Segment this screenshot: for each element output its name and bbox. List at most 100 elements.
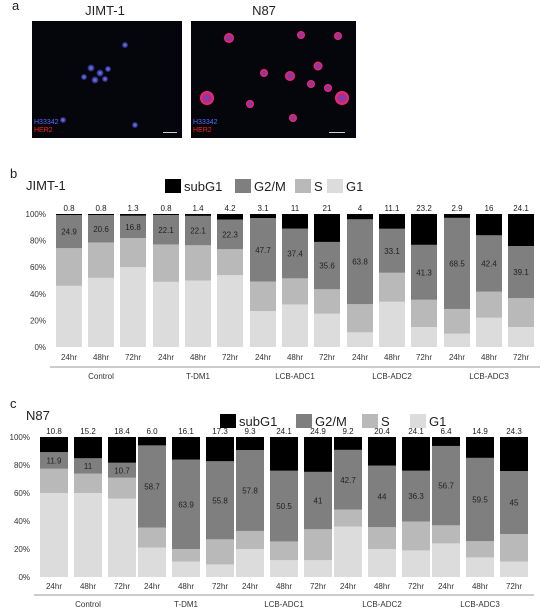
x-tick-label: 24hr [449,353,465,362]
bar-segment-s [402,521,430,551]
bar-label-g2m: 44 [378,492,387,501]
bar-segment-subg1 [120,214,146,216]
bar-segment-g2m [270,470,298,542]
bar-label-g2m: 55.8 [212,496,228,505]
bar-segment-s [270,541,298,561]
bar-label-g2m: 20.6 [93,225,109,234]
chart-n87: N87 subG1 G2/M S G1 0% 20% 40% 60% 80% 100% 11.9 10.… [10,408,534,609]
bar-label-subg1: 24.3 [506,427,522,436]
bar-segment-g1 [250,311,276,347]
bar-segment-subg1 [108,437,136,463]
x-tick-label: 72hr [513,353,529,362]
bar-segment-s [432,525,460,544]
bar-segment-g2m [120,215,146,239]
bar-segment-s [88,242,114,278]
bar-segment-subg1 [138,437,166,446]
bar-label-g2m: 11 [84,462,93,471]
bar-label-subg1: 9.2 [342,427,354,436]
bar-segment-s [74,473,102,493]
bar-segment-g1 [379,301,405,347]
y-tick-label: 100% [10,433,30,442]
micro-title-n87: N87 [252,3,276,18]
bar-segment-s [250,281,276,312]
bar-segment-g1 [185,280,211,347]
bar-segment-g1 [444,333,470,347]
y-tick-label: 100% [26,210,46,219]
x-tick-label: 48hr [287,353,303,362]
bar-segment-g2m [466,457,494,542]
bar-label-g2m: 11.9 [47,456,63,465]
x-tick-label: 24hr [46,582,62,591]
bar-segment-subg1 [379,214,405,229]
group-label: LCB-ADC3 [460,600,500,609]
bar-segment-g1 [217,275,243,347]
bar-label-subg1: 24.1 [408,427,424,436]
x-tick-label: 72hr [125,353,141,362]
bar-segment-g1 [270,560,298,577]
micrograph-n87: H33342 HER2 [191,21,356,138]
legend-swatch-s [295,179,311,193]
bar-label-subg1: 0.8 [63,204,75,213]
x-tick-label: 24hr [144,582,160,591]
bar-segment-s [185,245,211,281]
bar-label-subg1: 15.2 [80,427,96,436]
bar-segment-s [314,289,340,314]
x-tick-label: 48hr [80,582,96,591]
bar-segment-subg1 [368,437,396,466]
bar-label-g2m: 56.7 [438,482,454,491]
x-tick-label: 48hr [93,353,109,362]
bar-segment-g2m [206,461,234,540]
legend-swatch-g2m [296,414,312,428]
y-tick-label: 80% [30,237,46,246]
legend-label-s: S [381,414,390,429]
bar-label-g2m: 22.1 [190,227,206,236]
bar-segment-g2m [74,458,102,474]
bar-segment-g1 [153,281,179,347]
bar-label-subg1: 6.4 [440,427,452,436]
bar-label-g2m: 58.7 [144,482,160,491]
bar-label-subg1: 11.1 [385,204,401,213]
jimt1-nuclei [60,42,138,128]
x-tick-label: 48hr [374,582,390,591]
x-tick-label: 48hr [481,353,497,362]
bar-segment-g1 [314,313,340,347]
legend-label-g2m: G2/M [315,414,347,429]
bar-segment-subg1 [304,437,332,472]
legend-swatch-g1 [327,179,343,193]
jimt1-stain-blue: H33342 [34,119,59,126]
bar-segment-s [206,539,234,565]
bar-label-g2m: 68.5 [449,259,465,268]
x-tick-label: 72hr [506,582,522,591]
bar-segment-s [138,527,166,548]
bar-segment-subg1 [88,214,114,216]
bar-segment-g2m [236,450,264,531]
n87-stain-blue: H33342 [193,119,218,126]
bar-segment-g1 [40,493,68,577]
bar-label-g2m: 41.3 [416,268,432,277]
y-tick-label: 20% [14,545,30,554]
bar-segment-subg1 [270,437,298,471]
bar-segment-subg1 [74,437,102,459]
bar-segment-g2m [508,246,534,299]
jimt1-stain-label: H33342 HER2 [34,119,59,135]
bar-label-g2m: 57.8 [242,486,258,495]
bar-segment-g1 [56,285,82,347]
chart-title-b: JIMT-1 [26,178,66,193]
bar-label-subg1: 24.1 [513,204,529,213]
x-tick-label: 24hr [352,353,368,362]
bar-segment-g1 [368,549,396,577]
x-tick-label: 72hr [222,353,238,362]
bar-label-subg1: 17.3 [212,427,228,436]
bar-label-subg1: 16 [485,204,494,213]
legend-swatch-subg1 [165,179,181,193]
panel-b-letter: b [10,166,18,181]
bar-segment-s [334,509,362,527]
bar-label-g2m: 10.7 [114,466,130,475]
bar-label-subg1: 16.1 [178,427,194,436]
bar-segment-s [368,527,396,549]
bar-segment-g2m [379,228,405,273]
bar-segment-s [379,272,405,302]
bar-segment-subg1 [476,214,502,236]
bar-segment-subg1 [206,437,234,462]
bar-label-g2m: 24.9 [61,228,77,237]
